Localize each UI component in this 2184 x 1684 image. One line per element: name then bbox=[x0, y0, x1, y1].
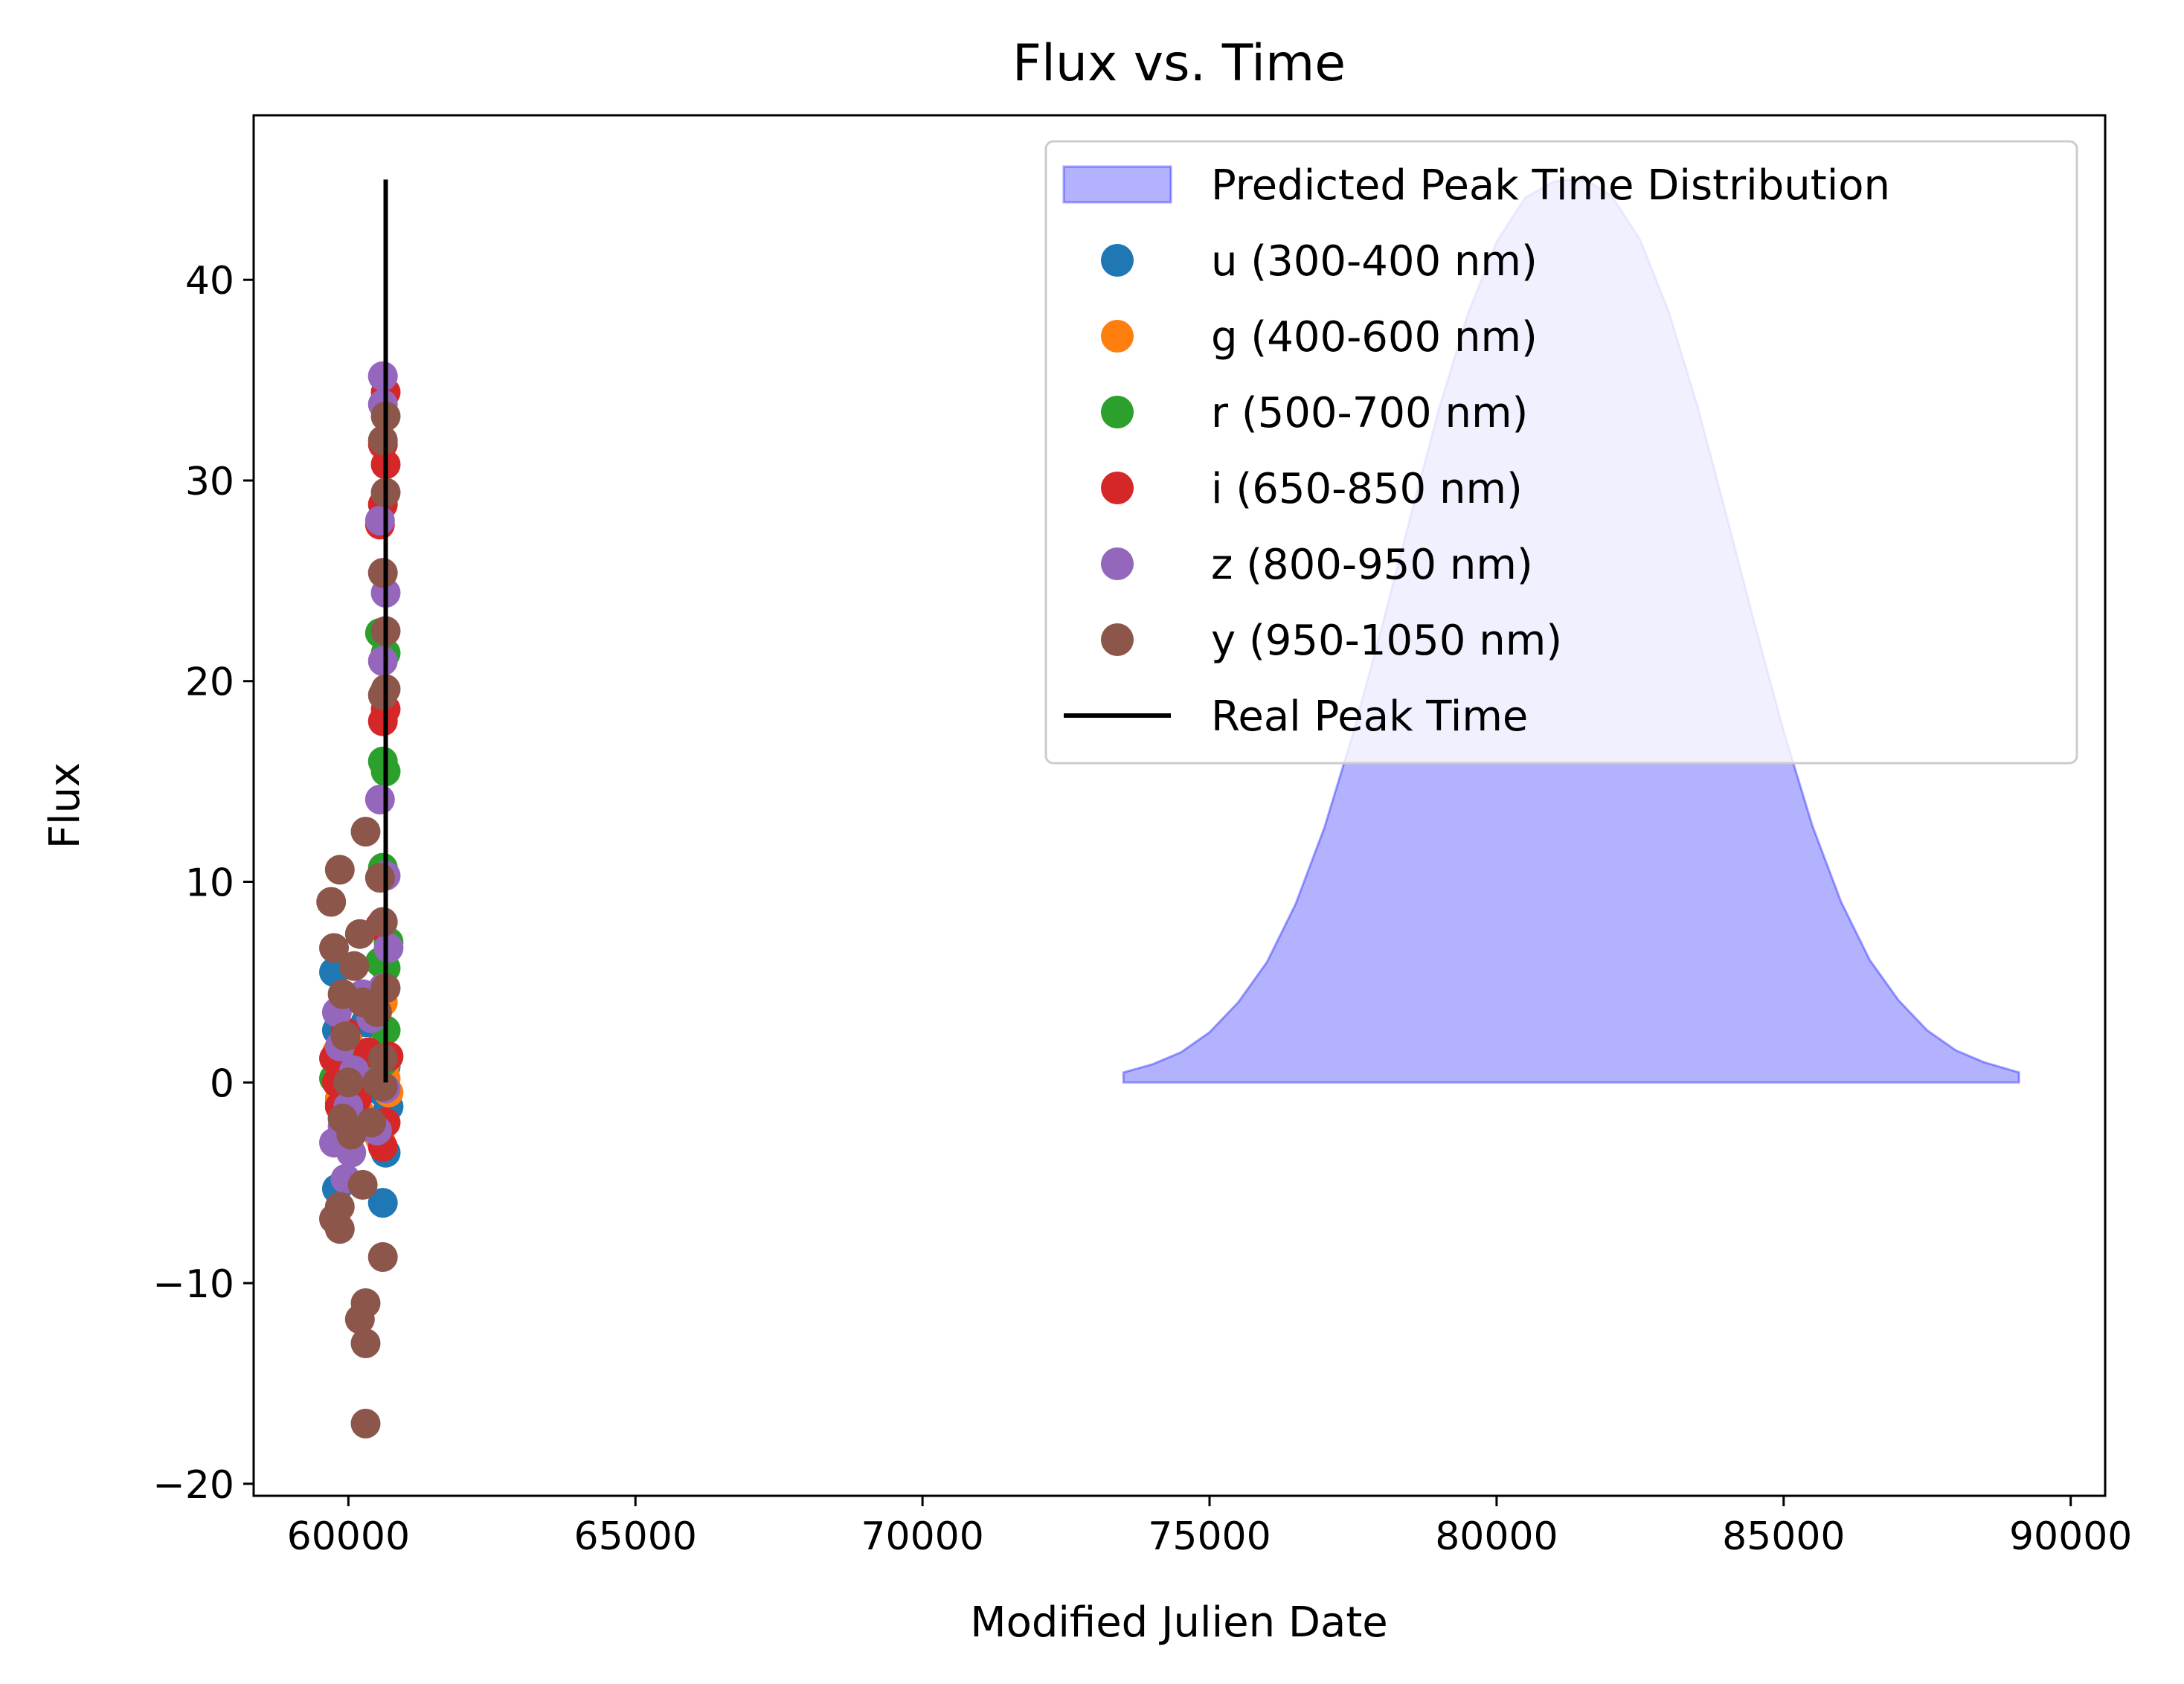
legend-marker-r-500-700-nm bbox=[1101, 396, 1134, 428]
legend-label-real-peak-time: Real Peak Time bbox=[1211, 692, 1528, 741]
y-tick-label: 20 bbox=[185, 661, 234, 705]
x-tick-label: 90000 bbox=[2009, 1514, 2132, 1559]
point-y-band bbox=[339, 951, 370, 981]
point-y-band bbox=[367, 425, 398, 455]
y-tick-label: 0 bbox=[210, 1061, 234, 1106]
point-y-band bbox=[316, 887, 347, 917]
point-y-band bbox=[347, 1169, 378, 1200]
x-axis-label: Modified Julien Date bbox=[970, 1598, 1387, 1647]
point-u-band bbox=[367, 1188, 398, 1218]
point-y-band bbox=[367, 1071, 398, 1102]
point-z-band bbox=[364, 505, 395, 536]
legend-label-r-500-700-nm: r (500-700 nm) bbox=[1211, 389, 1528, 437]
legend-marker-g-400-600-nm bbox=[1101, 320, 1134, 353]
point-y-band bbox=[319, 933, 349, 963]
x-ticks: 60000 65000 70000 75000 80000 85000 90000 bbox=[287, 1496, 2132, 1559]
legend-label-y-950-1050-nm: y (950-1050 nm) bbox=[1211, 617, 1562, 665]
y-tick-label: 30 bbox=[185, 460, 234, 504]
legend-label-predicted-peak-time-distribution: Predicted Peak Time Distribution bbox=[1211, 161, 1890, 210]
point-z-band bbox=[373, 933, 404, 963]
legend-marker-y-950-1050-nm bbox=[1101, 623, 1134, 656]
point-y-band bbox=[350, 1288, 381, 1318]
point-y-band bbox=[333, 1067, 364, 1098]
x-tick-label: 85000 bbox=[1722, 1514, 1845, 1559]
legend-box bbox=[1044, 140, 2078, 765]
y-ticks: −20 −10 0 10 20 30 40 bbox=[152, 259, 254, 1508]
legend-label-g-400-600-nm: g (400-600 nm) bbox=[1211, 313, 1538, 361]
legend-marker-i-650-850-nm bbox=[1101, 472, 1134, 504]
point-y-band bbox=[350, 817, 381, 847]
x-tick-label: 80000 bbox=[1435, 1514, 1558, 1559]
legend-label-z-800-950-nm: z (800-950 nm) bbox=[1211, 541, 1533, 589]
axes-frame bbox=[252, 114, 2107, 1497]
y-axis-label: Flux bbox=[41, 762, 89, 849]
point-y-band bbox=[330, 1021, 361, 1052]
legend: Predicted Peak Time Distribution u (300-4… bbox=[1044, 140, 2078, 765]
point-y-band bbox=[350, 1408, 381, 1439]
point-y-band bbox=[367, 907, 398, 937]
y-tick-label: 40 bbox=[185, 259, 234, 303]
point-z-band bbox=[367, 646, 398, 676]
point-y-band bbox=[324, 855, 355, 885]
x-tick-label: 75000 bbox=[1148, 1514, 1271, 1559]
x-tick-label: 65000 bbox=[574, 1514, 697, 1559]
chart-title: Flux vs. Time bbox=[1012, 34, 1346, 93]
point-y-band bbox=[364, 863, 395, 893]
x-tick-label: 70000 bbox=[861, 1514, 983, 1559]
point-y-band bbox=[367, 558, 398, 588]
y-tick-label: 10 bbox=[185, 861, 234, 906]
legend-label-i-650-850-nm: i (650-850 nm) bbox=[1211, 465, 1523, 513]
point-y-band bbox=[356, 1108, 387, 1138]
point-z-band bbox=[367, 361, 398, 391]
point-y-band bbox=[367, 1242, 398, 1272]
point-y-band bbox=[350, 1328, 381, 1358]
point-y-band bbox=[367, 1043, 398, 1073]
y-tick-label: −20 bbox=[152, 1463, 234, 1508]
legend-label-u-300-400-nm: u (300-400 nm) bbox=[1211, 237, 1538, 286]
y-tick-label: −10 bbox=[152, 1262, 234, 1307]
point-z-band bbox=[364, 784, 395, 814]
x-tick-label: 60000 bbox=[287, 1514, 410, 1559]
point-r-band bbox=[367, 746, 398, 777]
legend-marker-u-300-400-nm bbox=[1101, 244, 1134, 277]
legend-swatch-predicted-peak-time-distribution bbox=[1062, 165, 1172, 204]
point-y-band bbox=[324, 1214, 355, 1244]
point-y-band bbox=[344, 919, 375, 949]
legend-marker-z-800-950-nm bbox=[1101, 547, 1134, 580]
